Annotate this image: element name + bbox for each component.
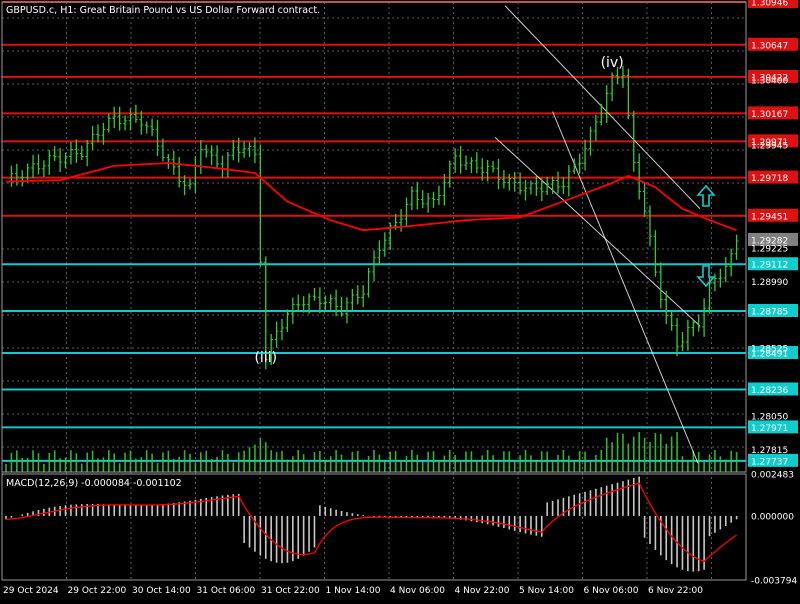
arrows <box>696 184 716 288</box>
support-level-value: 1.29112 <box>751 261 788 271</box>
time-tick-label: 30 Oct 14:00 <box>132 586 191 596</box>
macd-panel-frame <box>1 473 747 581</box>
support-level-value: 1.27971 <box>751 424 788 434</box>
support-level-tag <box>748 303 798 317</box>
down-arrow-icon <box>696 265 716 288</box>
macd-tick-label: -0.003794 <box>751 577 797 587</box>
resistance-level-value: 1.29718 <box>751 174 788 184</box>
support-level-tag <box>748 257 798 271</box>
support-level-value: 1.27737 <box>751 457 788 467</box>
volume-bars <box>5 432 738 472</box>
down-arrow-shape <box>696 265 716 288</box>
macd-panel <box>5 476 738 572</box>
price-tick-label: 1.29945 <box>751 142 788 152</box>
time-tick-label: 29 Oct 22:00 <box>68 586 127 596</box>
macd-tick-label: 0.000000 <box>751 512 794 522</box>
channel-lower-line <box>552 111 699 464</box>
time-tick-label: 31 Oct 22:00 <box>261 586 320 596</box>
price-candles <box>9 65 739 370</box>
support-level-value: 1.28785 <box>751 307 788 317</box>
channel-upper-line <box>504 5 701 210</box>
price-levels: 1.30946 1.30647 1.30422 1.30167 1.29971 1.297… <box>2 0 798 467</box>
resistance-level-tag <box>748 69 798 83</box>
current-price-tag <box>748 232 798 246</box>
trend-channel <box>494 5 701 464</box>
up-arrow-icon <box>696 184 716 207</box>
time-tick-label: 6 Nov 22:00 <box>648 586 703 596</box>
resistance-level-tag <box>748 208 798 222</box>
price-tick-label: 1.29225 <box>751 245 788 255</box>
wave-label: (iv) <box>601 55 624 71</box>
time-tick-label: 5 Nov 14:00 <box>519 586 574 596</box>
time-tick-label: 4 Nov 06:00 <box>390 586 445 596</box>
support-level-tag <box>748 420 798 434</box>
resistance-level-value: 1.30167 <box>751 110 788 120</box>
resistance-level-tag <box>748 170 798 184</box>
time-tick-label: 4 Nov 22:00 <box>455 586 510 596</box>
macd-signal-line <box>5 482 737 563</box>
support-level-value: 1.28236 <box>751 386 788 396</box>
resistance-level-value: 1.29971 <box>751 138 788 148</box>
current-price-value: 1.29282 <box>751 236 788 246</box>
support-level-tag <box>748 346 798 360</box>
up-arrow-shape <box>696 184 716 207</box>
time-tick-label: 31 Oct 06:00 <box>197 586 256 596</box>
support-level-tag <box>748 453 798 467</box>
moving-average <box>5 162 737 232</box>
resistance-level-value: 1.30946 <box>751 0 788 9</box>
resistance-level-value: 1.30422 <box>751 73 788 83</box>
price-tick-label: 1.27815 <box>751 446 788 456</box>
resistance-level-tag <box>748 134 798 148</box>
support-level-tag <box>748 382 798 396</box>
time-tick-label: 1 Nov 14:00 <box>326 586 381 596</box>
support-level-value: 1.28491 <box>751 350 788 360</box>
macd-label: MACD(12,26,9) -0.000084 -0.001102 <box>6 478 182 489</box>
resistance-level-tag <box>748 37 798 51</box>
macd-tick-label: 0.002483 <box>751 471 794 481</box>
resistance-level-tag <box>748 0 798 8</box>
price-tick-label: 1.28990 <box>751 278 788 288</box>
time-tick-label: 6 Nov 06:00 <box>584 586 639 596</box>
resistance-level-value: 1.30647 <box>751 41 788 51</box>
time-tick-label: 29 Oct 2024 <box>3 586 59 596</box>
price-tick-label: 1.30400 <box>751 77 788 87</box>
moving-average-line <box>5 162 737 232</box>
wave-label: (iii) <box>254 350 277 366</box>
resistance-level-tag <box>748 106 798 120</box>
labels: (iii) (iv) <box>254 55 623 366</box>
channel-middle-line <box>494 136 701 327</box>
price-panel-frame <box>1 1 747 473</box>
chart-title: GBPUSD.c, H1: Great Britain Pound vs US … <box>6 5 320 16</box>
price-tick-label: 1.28525 <box>751 345 788 355</box>
resistance-level-value: 1.29451 <box>751 212 788 222</box>
price-tick-label: 1.28050 <box>751 413 788 423</box>
